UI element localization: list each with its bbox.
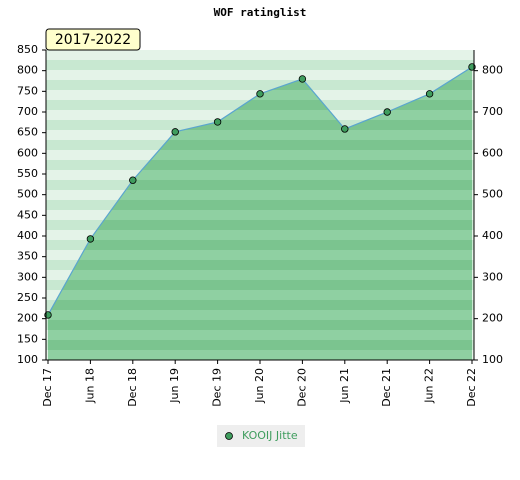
point [425, 90, 434, 98]
annotation: 2017-2022 [55, 32, 131, 48]
x-tick-label: Dec 18 [126, 368, 139, 407]
x-tick-label: Dec 22 [465, 368, 478, 407]
x-tick-label: Jun 18 [83, 368, 96, 404]
point [86, 235, 95, 243]
y2-tick-label: 800 [482, 64, 503, 77]
y-tick-label: 250 [17, 291, 38, 304]
x-tick-label: Dec 21 [380, 368, 393, 407]
x-tick-label: Jun 19 [168, 368, 181, 404]
point [171, 128, 179, 136]
point [256, 90, 264, 98]
y-tick-label: 450 [17, 208, 38, 221]
y2-tick-label: 600 [482, 146, 503, 159]
y-tick-label: 800 [17, 64, 38, 77]
annotation-box [45, 28, 141, 51]
legend-label: KOOIJ Jitte [242, 429, 298, 442]
y-tick-label: 550 [17, 167, 38, 180]
y2-tick-label: 400 [482, 229, 503, 242]
y2-tick-label: 300 [482, 270, 503, 283]
legend-marker [225, 432, 233, 440]
plot [44, 63, 476, 361]
x-tick-label: Dec 19 [211, 368, 224, 407]
y-tick-label: 350 [17, 250, 38, 263]
legend-box [217, 425, 305, 447]
y-tick-label: 300 [17, 270, 38, 283]
x-tick-label: Jun 22 [423, 368, 436, 404]
y-tick-label: 600 [17, 146, 38, 159]
y-tick-label: 400 [17, 229, 38, 242]
y-tick-label: 150 [17, 332, 38, 345]
x-tick-label: Jun 20 [253, 368, 266, 404]
chart-title: WOF ratinglist [214, 6, 307, 19]
x-tick-label: Dec 20 [295, 368, 308, 407]
y-tick-label: 100 [17, 353, 38, 366]
y-tick-label: 750 [17, 84, 38, 97]
y-tick-label: 700 [17, 105, 38, 118]
y-tick-label: 650 [17, 126, 38, 139]
y2-tick-label: 500 [482, 188, 503, 201]
point [383, 108, 391, 116]
point [213, 118, 222, 126]
y-tick-label: 850 [17, 43, 38, 56]
y-tick-label: 200 [17, 312, 38, 325]
point [298, 75, 307, 83]
y-tick-label: 500 [17, 188, 38, 201]
y2-tick-label: 100 [482, 353, 503, 366]
point [341, 125, 349, 133]
x-tick-label: Dec 17 [41, 368, 54, 407]
point [129, 176, 137, 184]
y2-tick-label: 200 [482, 312, 503, 325]
x-tick-label: Jun 21 [338, 368, 351, 404]
area [48, 66, 472, 361]
y2-tick-label: 700 [482, 105, 503, 118]
